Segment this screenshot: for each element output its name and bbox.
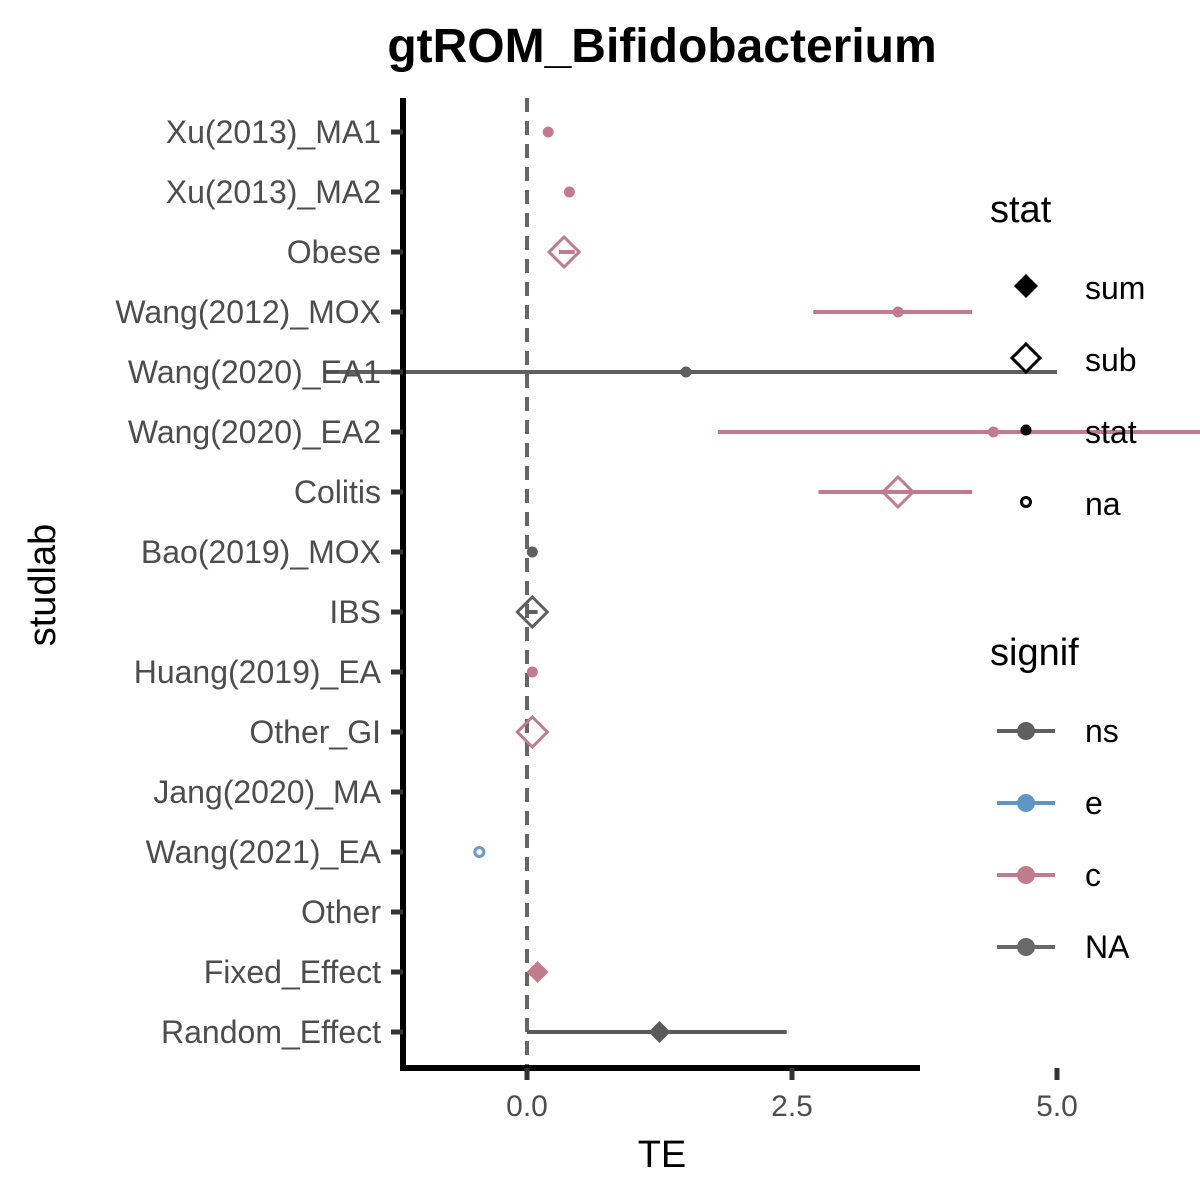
subgroup-diamond: [515, 714, 550, 750]
y-axis-title: studlab: [22, 524, 64, 647]
point-estimate: [680, 366, 692, 378]
legend-key-stat: [1020, 424, 1032, 436]
y-tick-label: Obese: [287, 234, 381, 270]
y-tick-label: Xu(2013)_MA2: [166, 174, 381, 210]
legend-key-na: [1020, 496, 1032, 508]
point-estimate: [526, 546, 538, 558]
y-tick-labels: Xu(2013)_MA1 Xu(2013)_MA2 Obese Wang(2012)_…: [115, 114, 381, 1050]
summary-diamond: [648, 1021, 671, 1043]
subgroup-diamond: [515, 594, 550, 630]
legend-key-sub: [1009, 341, 1043, 375]
x-tick-label: 2.5: [771, 1090, 813, 1123]
point-estimate: [542, 126, 554, 138]
y-tick-label: Wang(2020)_EA1: [128, 354, 381, 390]
y-tick-label: Wang(2021)_EA: [146, 834, 382, 870]
x-tick-label: 0.0: [506, 1090, 548, 1123]
legend-label: stat: [1085, 414, 1137, 450]
y-tick-label: IBS: [329, 594, 381, 630]
point-estimate: [892, 306, 904, 318]
legend-key-dot: [1017, 722, 1035, 740]
y-tick-label: Colitis: [294, 474, 381, 510]
axes-layer: [391, 98, 1060, 1080]
legend-label: sub: [1085, 342, 1137, 378]
point-estimate-na: [473, 846, 486, 858]
subgroup-diamond: [546, 234, 582, 270]
x-axis-title: TE: [638, 1134, 687, 1176]
y-tick-label: Fixed_Effect: [204, 954, 381, 990]
x-tick-labels: 0.0 2.5 5.0: [506, 1090, 1078, 1123]
point-estimate: [987, 426, 999, 438]
y-tick-label: Jang(2020)_MA: [153, 774, 381, 810]
chart-title: gtROM_Bifidobacterium: [387, 20, 936, 73]
legend-title: signif: [990, 632, 1079, 674]
y-tick-label: Huang(2019)_EA: [134, 654, 382, 690]
legend-key-dot: [1017, 794, 1035, 812]
legend-label: c: [1085, 857, 1101, 893]
y-tick-label: Wang(2020)_EA2: [128, 414, 381, 450]
y-tick-label: Bao(2019)_MOX: [141, 534, 381, 570]
y-tick-label: Xu(2013)_MA1: [166, 114, 381, 150]
legend-label: NA: [1085, 929, 1130, 965]
legend-label: sum: [1085, 270, 1145, 306]
legend: stat sum sub stat na signif ns ec NA: [990, 189, 1145, 965]
x-tick-label: 5.0: [1036, 1090, 1078, 1123]
point-estimate: [526, 666, 538, 678]
legend-key-sum: [1014, 274, 1038, 298]
legend-title: stat: [990, 189, 1052, 231]
data-marks-layer: [325, 126, 1200, 1043]
legend-key-dot: [1017, 938, 1035, 956]
y-tick-label: Wang(2012)_MOX: [115, 294, 381, 330]
legend-label: na: [1085, 486, 1121, 522]
y-tick-label: Random_Effect: [161, 1014, 381, 1050]
legend-key-dot: [1017, 866, 1035, 884]
summary-diamond: [526, 961, 549, 983]
legend-label: ns: [1085, 713, 1119, 749]
y-tick-label: Other: [301, 894, 381, 930]
y-tick-label: Other_GI: [249, 714, 381, 750]
point-estimate: [563, 186, 575, 198]
legend-label: e: [1085, 785, 1103, 821]
subgroup-diamond: [880, 474, 916, 510]
